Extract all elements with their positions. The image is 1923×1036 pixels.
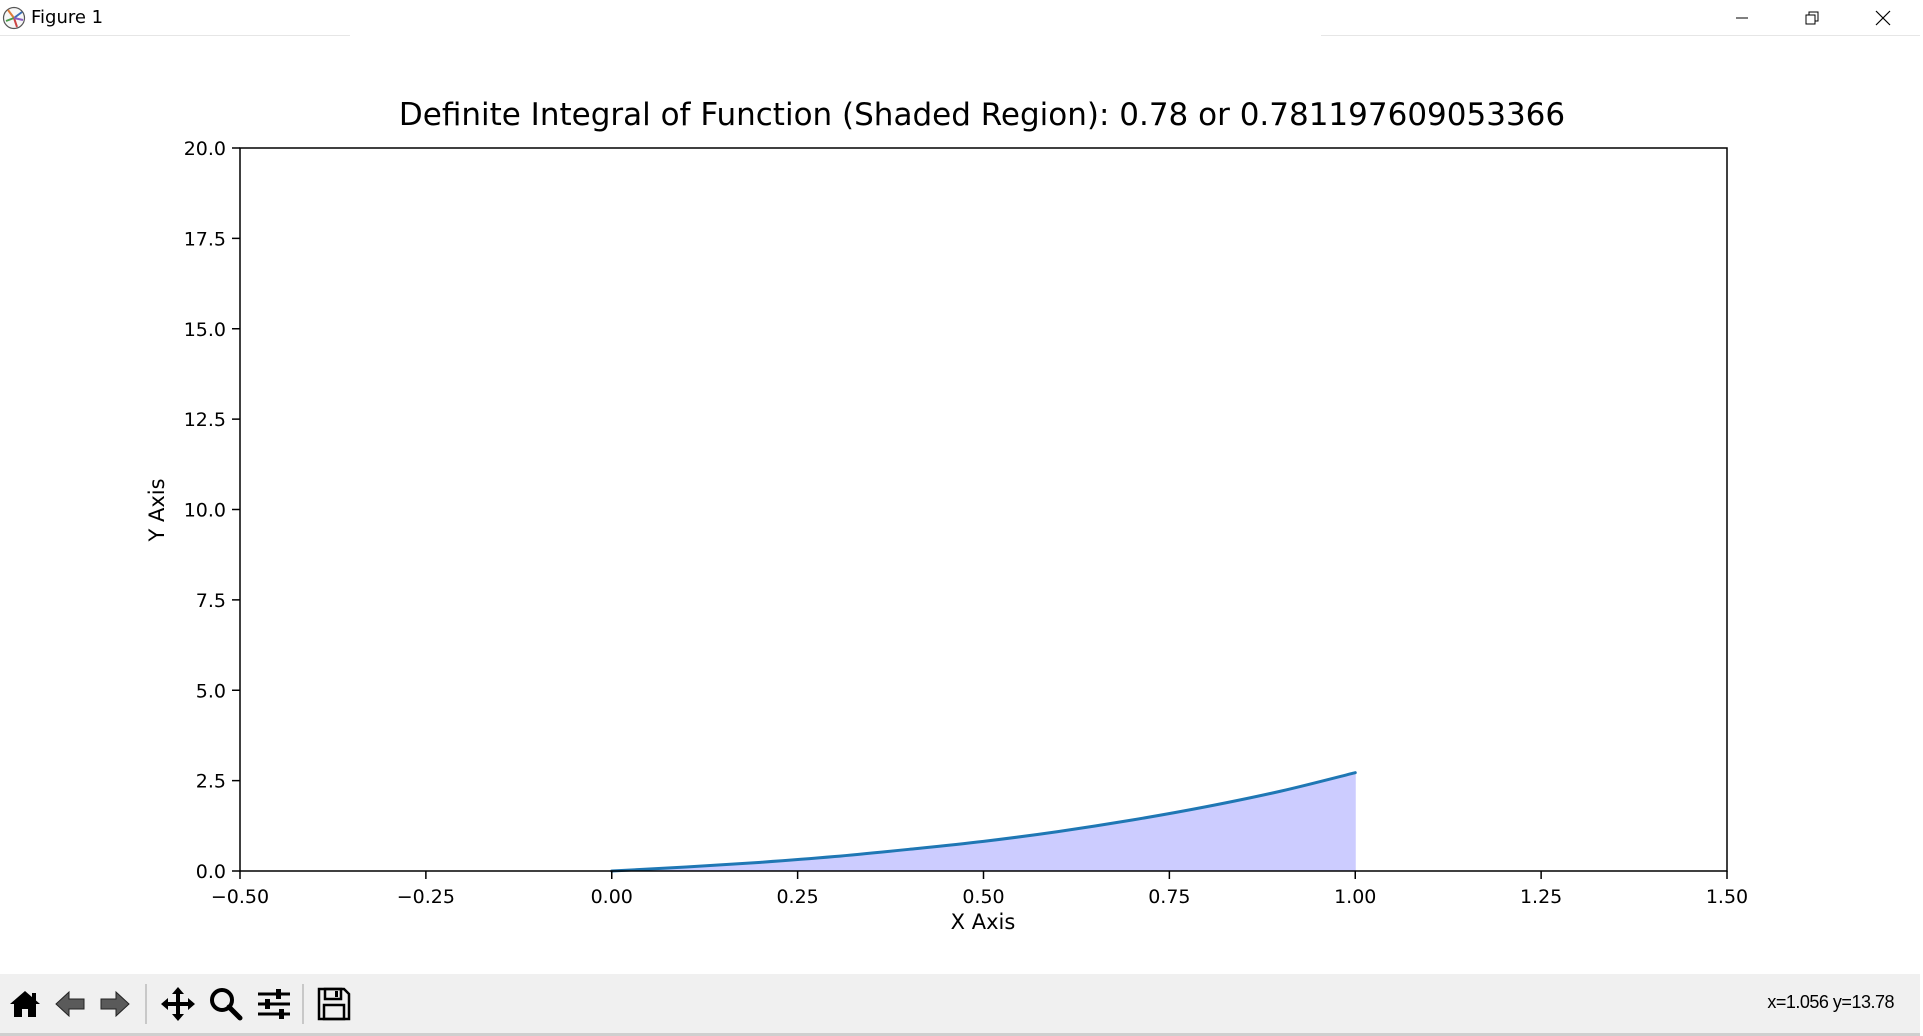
restore-button[interactable] — [1777, 0, 1847, 36]
y-axis-label: Y Axis — [145, 478, 169, 542]
window-title: Figure 1 — [31, 7, 104, 28]
magnifier-icon — [210, 988, 243, 1021]
y-tick-label: 17.5 — [184, 228, 226, 250]
y-tick-label: 7.5 — [196, 590, 226, 612]
x-tick-label: −0.25 — [397, 886, 455, 908]
home-button[interactable] — [3, 982, 47, 1026]
x-tick-label: 0.75 — [1148, 886, 1190, 908]
configure-subplots-button[interactable] — [252, 982, 296, 1026]
navigation-toolbar: x=1.056 y=13.78 — [0, 974, 1920, 1036]
y-tick-label: 5.0 — [196, 680, 226, 702]
zoom-button[interactable] — [204, 982, 248, 1026]
x-tick-label: 0.25 — [776, 886, 818, 908]
chart-title: Definite Integral of Function (Shaded Re… — [399, 97, 1565, 133]
title-bar[interactable]: Figure 1 — [0, 0, 1920, 36]
close-button[interactable] — [1848, 0, 1918, 36]
home-icon — [10, 991, 40, 1017]
y-tick-label: 12.5 — [184, 409, 226, 431]
toolbar-separator — [302, 984, 304, 1024]
sliders-icon — [258, 989, 290, 1019]
toolbar-separator — [145, 984, 147, 1024]
x-tick-label: 1.25 — [1520, 886, 1562, 908]
arrow-right-icon — [100, 990, 130, 1018]
series-line — [610, 771, 1357, 873]
matplotlib-logo-icon — [2, 6, 26, 30]
move-icon — [161, 987, 195, 1021]
x-tick-label: −0.50 — [211, 886, 269, 908]
plot-area[interactable]: Definite Integral of Function (Shaded Re… — [0, 36, 1920, 974]
minimize-button[interactable] — [1707, 0, 1777, 36]
x-axis-label: X Axis — [951, 910, 1016, 934]
x-tick-label: 0.00 — [591, 886, 633, 908]
pan-button[interactable] — [156, 982, 200, 1026]
x-tick-label: 1.00 — [1334, 886, 1376, 908]
arrow-left-icon — [55, 990, 85, 1018]
y-tick-label: 0.0 — [196, 861, 226, 883]
window-bottom-edge — [0, 1033, 1920, 1036]
x-tick-label: 0.50 — [962, 886, 1004, 908]
figure-canvas[interactable]: Definite Integral of Function (Shaded Re… — [0, 36, 1920, 974]
shaded-area — [611, 772, 1356, 872]
y-tick-label: 10.0 — [184, 500, 226, 522]
y-tick-label: 2.5 — [196, 771, 226, 793]
title-separator — [1321, 35, 1920, 36]
cursor-coordinates: x=1.056 y=13.78 — [1767, 992, 1894, 1012]
y-tick-label: 15.0 — [184, 319, 226, 341]
title-separator — [0, 35, 350, 36]
axes-frame — [239, 147, 1728, 872]
close-icon — [1875, 10, 1891, 26]
floppy-disk-icon — [317, 987, 351, 1021]
minimize-icon — [1736, 17, 1748, 19]
back-button[interactable] — [48, 982, 92, 1026]
forward-button[interactable] — [93, 982, 137, 1026]
x-tick-label: 1.50 — [1706, 886, 1748, 908]
restore-icon — [1805, 11, 1819, 25]
save-button[interactable] — [312, 982, 356, 1026]
y-tick-label: 20.0 — [184, 138, 226, 160]
